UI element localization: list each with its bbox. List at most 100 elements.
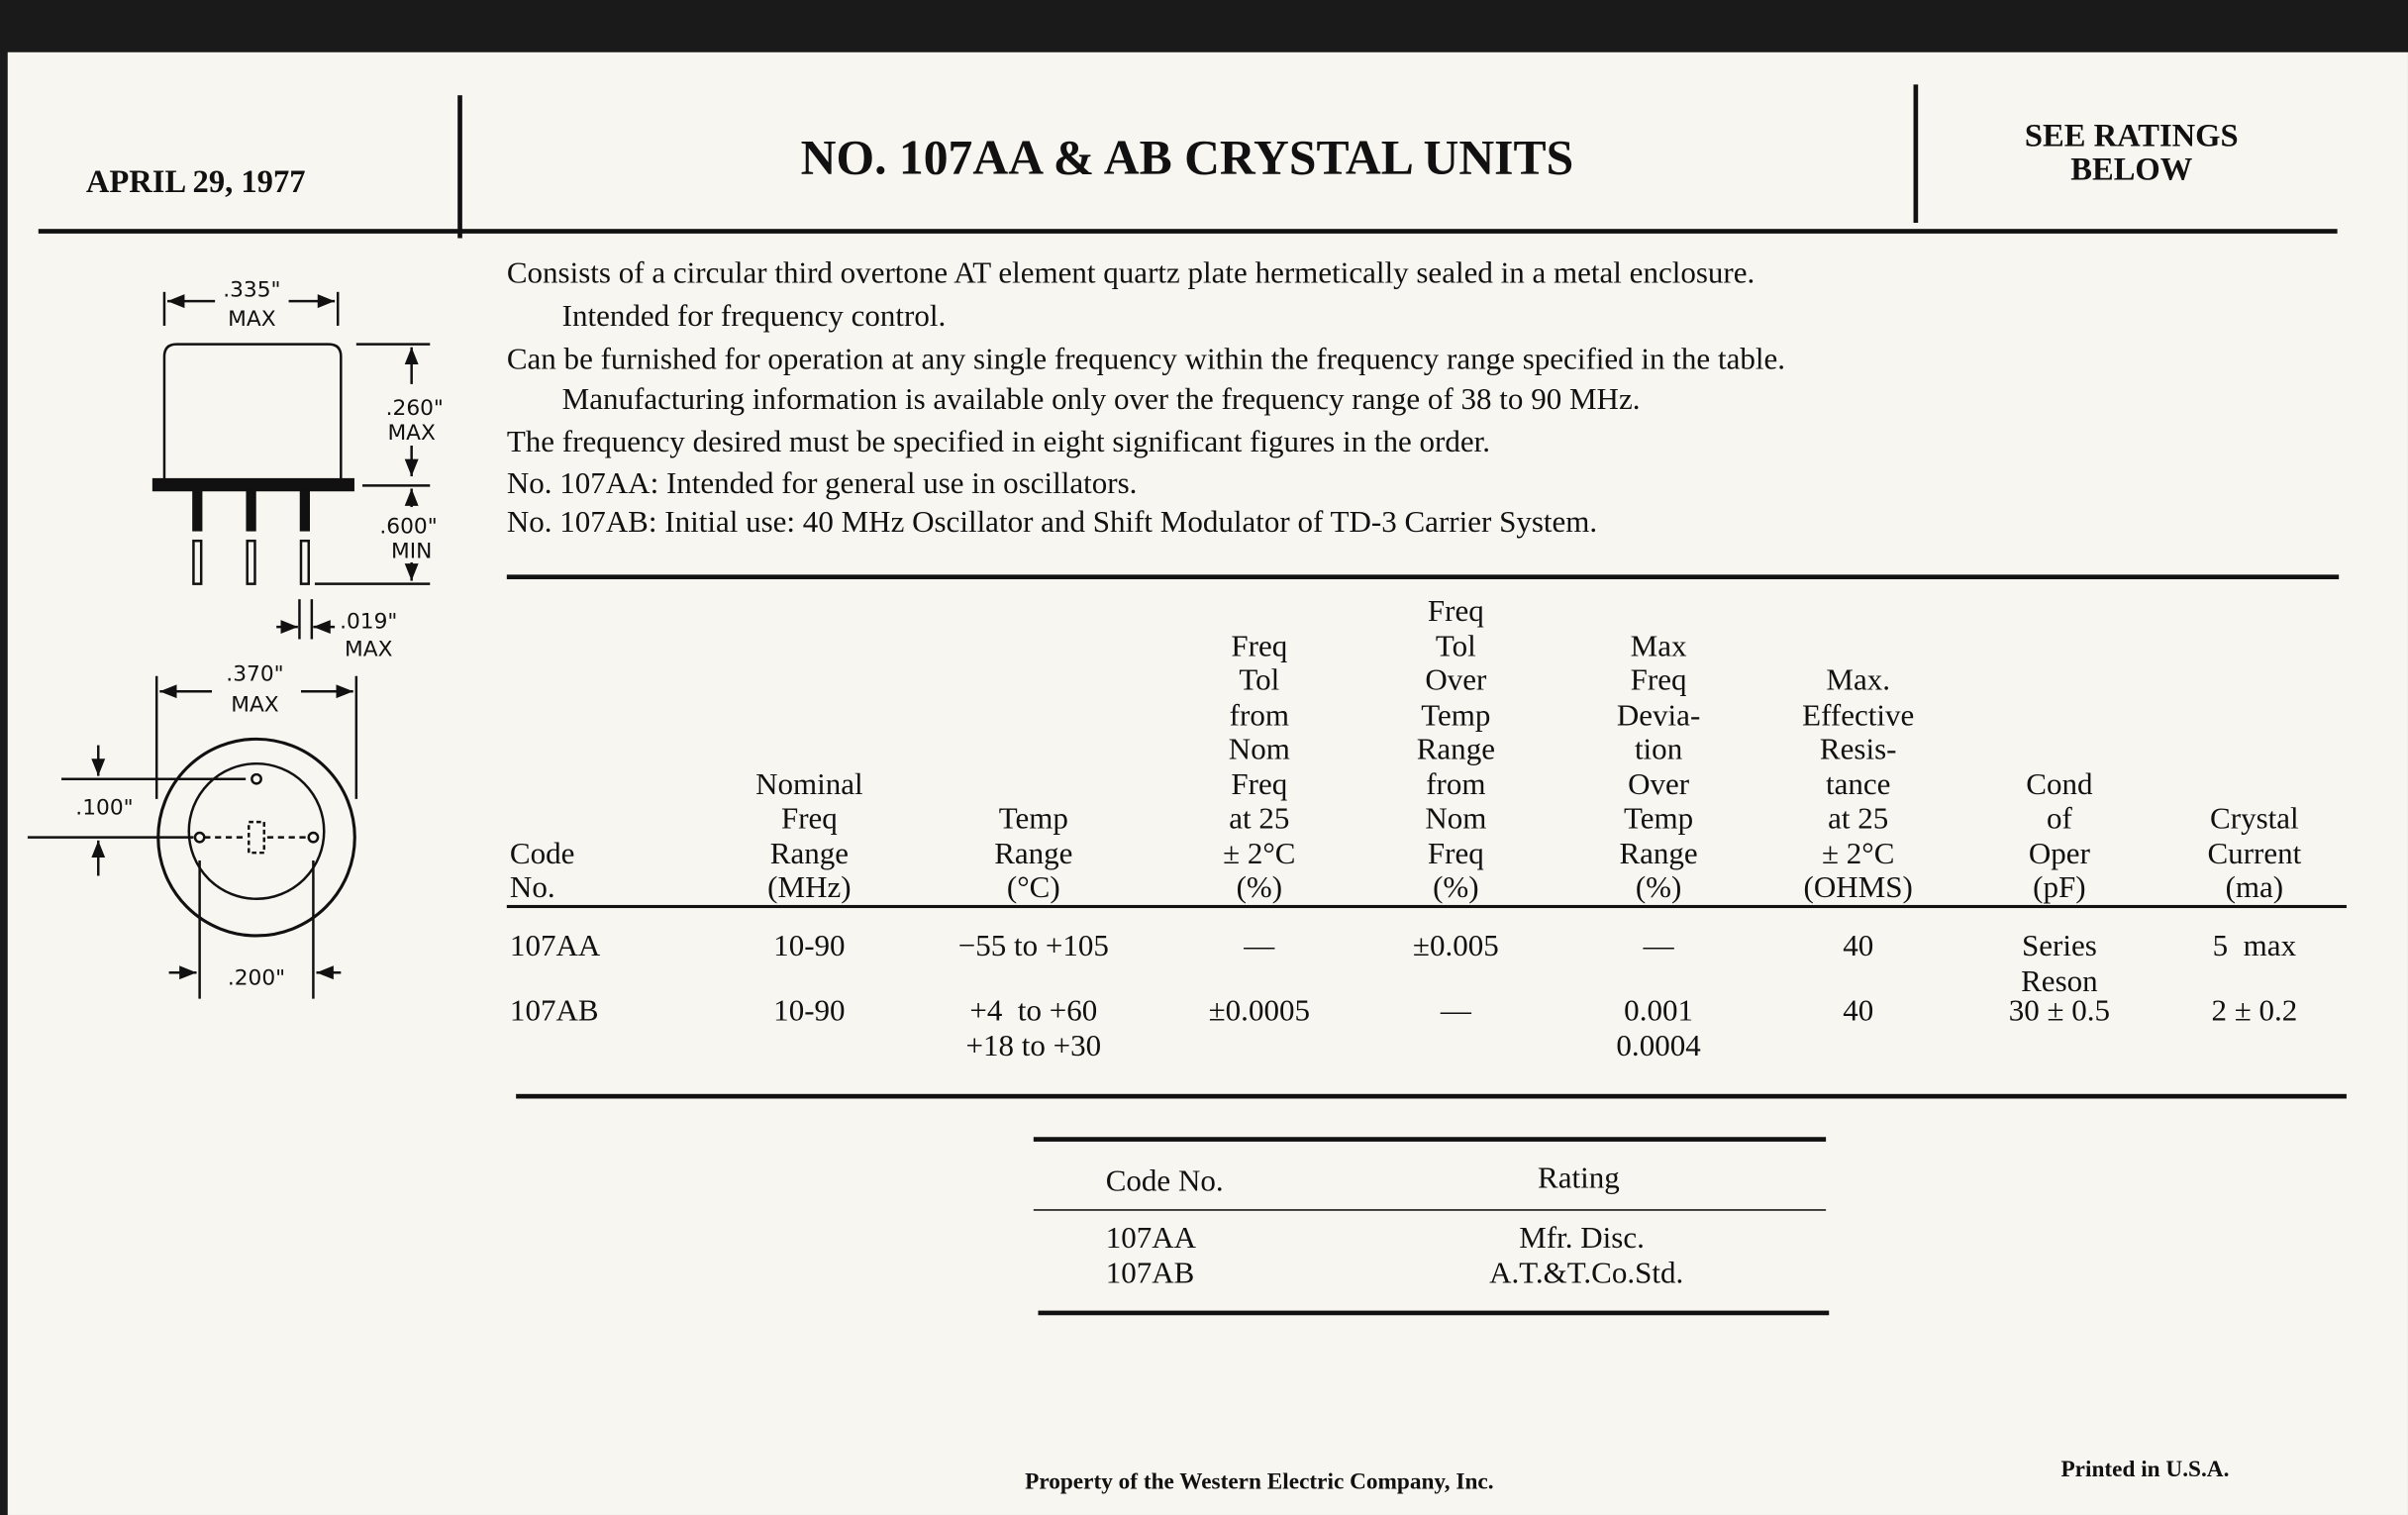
table-cell: —: [1643, 929, 1674, 963]
table-cell: —: [1440, 993, 1471, 1029]
description-line: Manufacturing information is available o…: [561, 382, 1641, 417]
column-header: of: [2046, 801, 2072, 837]
title: NO. 107AA & AB CRYSTAL UNITS: [800, 129, 1574, 185]
column-header: (MHz): [767, 870, 852, 905]
column-header: Freq: [1427, 836, 1484, 871]
table-cell: −55 to +105: [957, 929, 1109, 963]
dimension-label: MAX: [231, 692, 279, 717]
column-header: from: [1426, 767, 1486, 802]
column-header: (%): [1236, 870, 1283, 905]
dimension-label: MIN: [391, 539, 432, 563]
rule: [1038, 1310, 1830, 1316]
rule: [1033, 1209, 1827, 1211]
column-header: Code: [509, 836, 575, 871]
column-header: tion: [1634, 733, 1683, 767]
column-header: No.: [509, 870, 555, 905]
column-header: Range: [769, 836, 850, 871]
column-header: Range: [994, 836, 1073, 871]
column-header: Temp: [1623, 801, 1694, 837]
column-header: Freq: [1630, 663, 1687, 698]
ratings-cell: 107AA: [1105, 1221, 1197, 1256]
dimension-label: MAX: [345, 638, 393, 662]
ratings-note: SEE RATINGS: [2024, 116, 2239, 154]
dimension-label: .100": [75, 795, 133, 820]
column-header: Crystal: [2210, 801, 2299, 837]
outline: [27, 291, 431, 999]
column-header: Current: [2207, 836, 2302, 871]
table-cell: 107AB: [509, 993, 599, 1029]
description-line: The frequency desired must be specified …: [506, 425, 1491, 459]
column-header: Oper: [2028, 836, 2090, 871]
table-cell: —: [1244, 929, 1275, 963]
table-cell: 0.001: [1624, 993, 1693, 1029]
dimension-label: .200": [228, 966, 285, 991]
column-header: Resis-: [1819, 733, 1897, 767]
column-header: tance: [1825, 767, 1891, 802]
dimension-label: MAX: [228, 307, 276, 332]
column-header: ± 2°C: [1223, 836, 1296, 871]
dimension-label: .600": [379, 514, 437, 539]
column-header: Tol: [1239, 663, 1280, 698]
drawing: .335" MAX .260" MAX .600" MIN .019" MAX …: [27, 277, 444, 999]
footer: Printed in U.S.A.: [2060, 1458, 2230, 1483]
dimension-label: .370": [226, 661, 283, 686]
table-cell: 107AA: [509, 929, 601, 963]
dimension-label: .260": [386, 396, 444, 421]
column-header: Effective: [1802, 698, 1915, 733]
description-line: No. 107AB: Initial use: 40 MHz Oscillato…: [506, 505, 1598, 540]
description-line: Intended for frequency control.: [561, 299, 947, 334]
description-line: Can be furnished for operation at any si…: [506, 343, 1786, 377]
table-cell: 5 max: [2212, 929, 2297, 963]
column-header: Max.: [1826, 663, 1891, 698]
description-line: No. 107AA: Intended for general use in o…: [506, 466, 1138, 501]
column-header: Freq: [780, 801, 838, 837]
column-header: Freq: [1427, 594, 1484, 629]
rule: [506, 904, 2347, 909]
card: [7, 51, 2408, 1515]
column-header: Nominal: [755, 767, 863, 802]
column-header: Temp: [1421, 698, 1491, 733]
table-cell: 10-90: [773, 929, 846, 963]
column-header: from: [1229, 698, 1289, 733]
column-header: Over: [1425, 663, 1487, 698]
table-cell: ±0.005: [1412, 929, 1499, 963]
table-cell: +18 to +30: [965, 1029, 1102, 1063]
date: APRIL 29, 1977: [85, 162, 306, 200]
column-header: Range: [1416, 733, 1495, 767]
rule: [38, 229, 2338, 234]
description-line: Consists of a circular third overtone AT…: [506, 256, 1756, 291]
table-cell: 2 ± 0.2: [2211, 993, 2298, 1029]
column-header: Nom: [1425, 801, 1487, 837]
table-cell: ±0.0005: [1208, 993, 1310, 1029]
rule: [457, 95, 462, 239]
column-header: Range: [1619, 836, 1698, 871]
table-cell: 30 ± 0.5: [2008, 993, 2111, 1029]
column-header: (pF): [2033, 870, 2086, 905]
column-header: at 25: [1229, 801, 1290, 837]
footer: Property of the Western Electric Company…: [1025, 1469, 1494, 1495]
table-cell: +4 to +60: [969, 993, 1098, 1029]
dimension-label: MAX: [387, 421, 436, 446]
table-cell: 0.0004: [1616, 1029, 1701, 1063]
column-header: Over: [1628, 767, 1690, 802]
ratings-note: BELOW: [2070, 151, 2193, 188]
column-header: Freq: [1231, 767, 1288, 802]
rule: [506, 574, 2340, 579]
ratings-cell: A.T.&T.Co.Std.: [1489, 1257, 1684, 1291]
column-header: Temp: [998, 801, 1068, 837]
column-header: (OHMS): [1803, 870, 1913, 905]
ratings-header: Code No.: [1105, 1164, 1224, 1199]
ratings-cell: 107AB: [1105, 1257, 1195, 1291]
column-header: (%): [1433, 870, 1479, 905]
table-cell: Series: [2021, 929, 2097, 963]
column-header: at 25: [1828, 801, 1889, 837]
table-cell: 40: [1843, 993, 1874, 1029]
table-cell: 40: [1843, 929, 1874, 963]
table-cell: 10-90: [773, 993, 846, 1029]
rule: [1913, 84, 1919, 223]
rule: [516, 1093, 2347, 1099]
ratings-header: Rating: [1538, 1162, 1620, 1196]
dimension-label: .335": [223, 277, 280, 302]
